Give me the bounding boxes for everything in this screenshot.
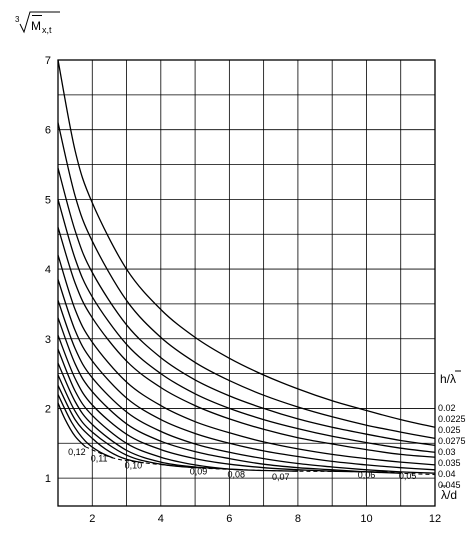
curve-0-04 bbox=[57, 279, 436, 471]
curve-0-045 bbox=[57, 300, 436, 474]
curve-label: 0,06 bbox=[358, 470, 376, 480]
ratio-label: 0.0225 bbox=[438, 414, 466, 424]
legend-title: h/λ bbox=[440, 370, 461, 386]
curve-0-11 bbox=[57, 394, 114, 459]
y-label-root-index: 3 bbox=[15, 15, 20, 24]
y-label-subscript: x,t bbox=[42, 25, 52, 35]
y-label-main: M bbox=[31, 19, 41, 33]
grid bbox=[58, 60, 435, 506]
curve-labels: 0,12 0,11 0,10 0,09 0,08 0,07 0,06 0,05 bbox=[68, 447, 416, 482]
curve-0-02 bbox=[57, 59, 436, 428]
y-tick-label: 3 bbox=[45, 334, 51, 346]
curve-0-08 bbox=[57, 362, 244, 471]
ratio-label: 0.04 bbox=[438, 469, 456, 479]
ratio-label: 0.025 bbox=[438, 425, 461, 435]
curve-0-05 bbox=[57, 317, 401, 474]
x-axis-label: λ/d bbox=[441, 485, 457, 502]
y-axis-label: 3 M x,t bbox=[15, 11, 60, 35]
x-tick-label: 12 bbox=[429, 513, 441, 525]
y-tick-label: 7 bbox=[45, 55, 51, 67]
radical-sign-icon bbox=[19, 11, 60, 34]
curve-0-035 bbox=[57, 254, 436, 466]
curve-label: 0,09 bbox=[190, 467, 208, 477]
x-tick-label: 2 bbox=[89, 513, 95, 525]
x-tick-labels: 2 4 6 8 10 12 bbox=[89, 513, 441, 525]
y-tick-label: 5 bbox=[45, 194, 51, 206]
y-tick-label: 4 bbox=[45, 264, 51, 276]
y-tick-labels: 1 2 3 4 5 6 7 bbox=[45, 55, 51, 485]
curve-0-06 bbox=[57, 335, 384, 473]
curve-0-025 bbox=[57, 167, 436, 447]
x-tick-label: 8 bbox=[295, 513, 301, 525]
curve-0-0225 bbox=[57, 122, 436, 440]
y-tick-label: 1 bbox=[45, 473, 51, 485]
x-tick-label: 10 bbox=[360, 513, 372, 525]
y-tick-label: 2 bbox=[45, 403, 51, 415]
curve-0-10 bbox=[57, 385, 144, 464]
x-label-text: λ/d bbox=[441, 488, 457, 502]
legend-title-text: h/λ bbox=[440, 372, 456, 386]
ratio-label: 0.045 bbox=[438, 480, 461, 490]
curves bbox=[57, 59, 436, 474]
ratio-label: 0.0275 bbox=[438, 436, 466, 446]
curve-label: 0,10 bbox=[125, 460, 143, 470]
curve-label: 0,12 bbox=[68, 447, 86, 457]
curve-0-0275 bbox=[57, 199, 436, 453]
curve-0-03 bbox=[57, 227, 436, 458]
curve-label: 0,05 bbox=[399, 471, 417, 481]
ratio-label: 0.02 bbox=[438, 403, 456, 413]
x-tick-label: 6 bbox=[226, 513, 232, 525]
y-tick-label: 6 bbox=[45, 125, 51, 137]
ratio-label: 0.03 bbox=[438, 447, 456, 457]
curve-label: 0,07 bbox=[272, 472, 290, 482]
curve-0-12 bbox=[57, 402, 86, 448]
x-tick-label: 4 bbox=[158, 513, 164, 525]
ratio-label: 0.035 bbox=[438, 458, 461, 468]
curve-label: 0,08 bbox=[227, 469, 245, 479]
plot-frame bbox=[57, 59, 436, 507]
curve-label: 0,11 bbox=[91, 453, 108, 463]
curve-0-09 bbox=[57, 374, 196, 469]
